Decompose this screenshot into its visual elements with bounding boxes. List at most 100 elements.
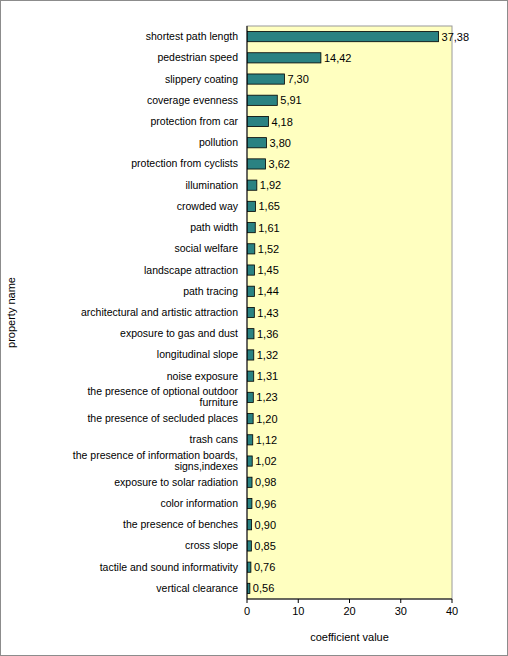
x-tick-label: 20 <box>343 605 355 617</box>
data-label: 1,31 <box>257 370 278 382</box>
x-tick <box>452 599 453 603</box>
data-label: 1,61 <box>258 222 279 234</box>
x-tick <box>298 599 299 603</box>
data-label: 3,80 <box>269 137 290 149</box>
bar <box>247 286 254 296</box>
bar <box>247 329 254 339</box>
data-label: 1,02 <box>255 455 276 467</box>
category-label: color information <box>160 497 238 509</box>
category-label: crowded way <box>177 200 239 212</box>
label-line: path width <box>190 221 238 233</box>
background <box>1 1 508 656</box>
bar <box>247 307 254 317</box>
category-label: architectural and artistic attraction <box>81 306 238 318</box>
bar <box>247 159 266 169</box>
category-label: vertical clearance <box>156 582 238 594</box>
category-label: noise exposure <box>167 370 238 382</box>
label-line: longitudinal slope <box>157 348 238 360</box>
category-label: the presence of secluded places <box>87 412 238 424</box>
bar <box>247 392 253 402</box>
x-tick-label: 40 <box>446 605 458 617</box>
chart: 37,38shortest path length14,42pedestrian… <box>0 0 508 656</box>
bar <box>247 74 284 84</box>
label-line: color information <box>160 497 238 509</box>
bar <box>247 435 253 445</box>
label-line: cross slope <box>185 539 238 551</box>
data-label: 4,18 <box>271 116 292 128</box>
bar <box>247 350 254 360</box>
label-line: signs,indexes <box>174 460 238 472</box>
label-line: protection from car <box>150 115 238 127</box>
bar <box>247 541 251 551</box>
category-label: protection from cyclists <box>131 157 238 169</box>
category-label: social welfare <box>174 242 238 254</box>
data-label: 1,65 <box>258 200 279 212</box>
category-label: longitudinal slope <box>157 348 238 360</box>
category-label: the presence of information boards,signs… <box>73 449 238 472</box>
label-line: illumination <box>185 179 238 191</box>
category-label: path width <box>190 221 238 233</box>
bar <box>247 456 252 466</box>
category-label: path tracing <box>183 285 238 297</box>
label-line: exposure to solar radiation <box>114 476 238 488</box>
labels: 37,38shortest path length14,42pedestrian… <box>73 30 469 594</box>
bar <box>247 265 254 275</box>
category-label: pollution <box>199 136 238 148</box>
data-label: 1,23 <box>256 391 277 403</box>
data-label: 0,90 <box>255 519 276 531</box>
category-label: landscape attraction <box>144 264 238 276</box>
data-label: 3,62 <box>269 158 290 170</box>
bar <box>247 244 255 254</box>
x-tick-label: 30 <box>395 605 407 617</box>
x-tick-label: 0 <box>244 605 250 617</box>
label-line: shortest path length <box>146 30 238 42</box>
bars <box>247 32 439 594</box>
category-label: exposure to solar radiation <box>114 476 238 488</box>
label-line: vertical clearance <box>156 582 238 594</box>
label-line: architectural and artistic attraction <box>81 306 238 318</box>
bar <box>247 116 268 126</box>
label-line: furniture <box>199 396 238 408</box>
y-axis <box>247 26 248 599</box>
x-tick-label: 10 <box>292 605 304 617</box>
data-label: 1,52 <box>258 243 279 255</box>
data-label: 1,92 <box>260 179 281 191</box>
data-label: 1,45 <box>257 264 278 276</box>
bar <box>247 414 253 424</box>
category-label: cross slope <box>185 539 238 551</box>
data-label: 1,36 <box>257 328 278 340</box>
bar <box>247 53 321 63</box>
bar <box>247 95 277 105</box>
label-line: the presence of secluded places <box>87 412 238 424</box>
category-label: protection from car <box>150 115 238 127</box>
x-tick <box>349 599 350 603</box>
data-label: 1,32 <box>257 349 278 361</box>
label-line: social welfare <box>174 242 238 254</box>
data-label: 1,12 <box>256 434 277 446</box>
label-line: the presence of benches <box>123 518 238 530</box>
bar <box>247 520 252 530</box>
data-label: 37,38 <box>442 31 470 43</box>
bar <box>247 138 266 148</box>
x-tick <box>400 599 401 603</box>
label-line: coverage evenness <box>147 94 238 106</box>
label-line: exposure to gas and dust <box>120 327 238 339</box>
data-label: 0,98 <box>255 476 276 488</box>
label-line: slippery coating <box>165 73 238 85</box>
label-line: landscape attraction <box>144 264 238 276</box>
data-label: 0,76 <box>254 561 275 573</box>
bar <box>247 32 439 42</box>
label-line: noise exposure <box>167 370 238 382</box>
category-label: illumination <box>185 179 238 191</box>
label-line: pedestrian speed <box>157 51 238 63</box>
category-label: trash cans <box>190 433 238 445</box>
category-label: exposure to gas and dust <box>120 327 238 339</box>
bar <box>247 371 254 381</box>
category-label: the presence of benches <box>123 518 238 530</box>
data-label: 1,20 <box>256 413 277 425</box>
y-axis-title: property name <box>5 277 17 348</box>
data-label: 5,91 <box>280 94 301 106</box>
bar <box>247 201 255 211</box>
x-tick <box>247 599 248 603</box>
label-line: crowded way <box>177 200 239 212</box>
